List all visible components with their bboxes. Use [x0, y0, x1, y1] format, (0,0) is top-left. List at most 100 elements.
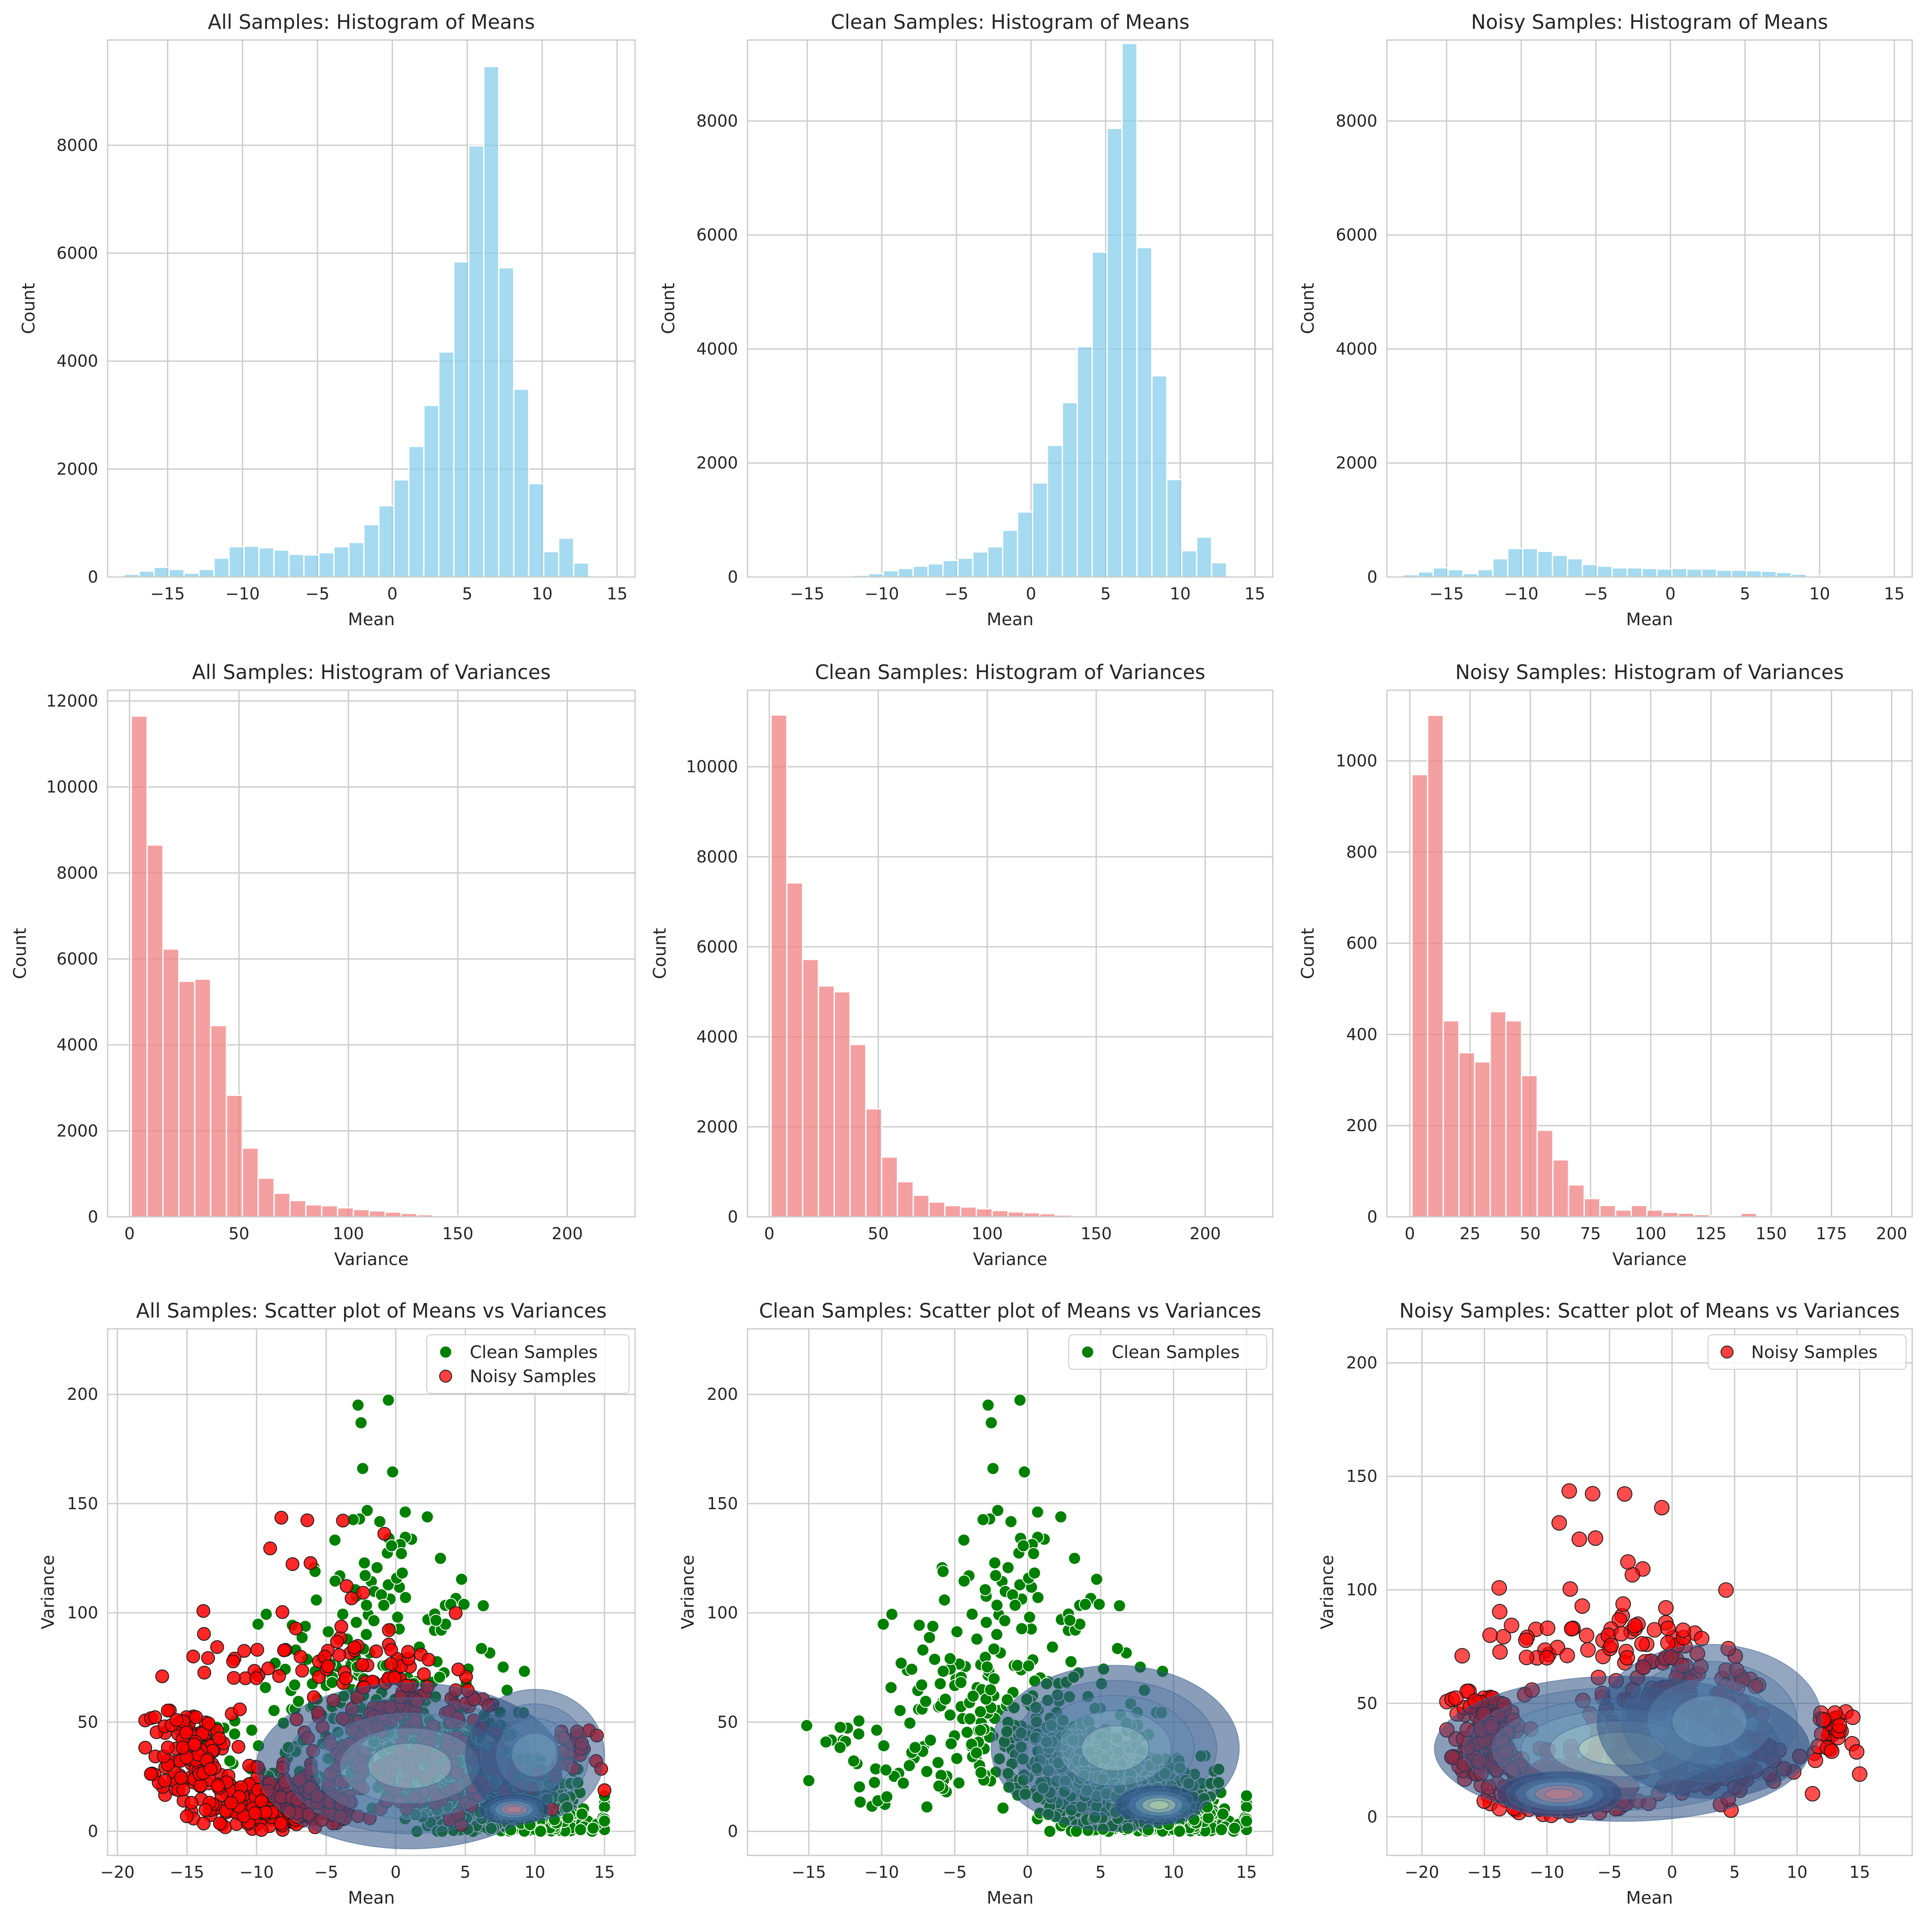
- noisy-point: [197, 1666, 211, 1680]
- x-tick-label: −5: [305, 584, 329, 603]
- y-tick-label: 4000: [696, 1027, 738, 1046]
- histogram-bar: [1646, 1209, 1663, 1217]
- histogram-bar: [833, 991, 851, 1217]
- x-tick-label: 5: [462, 584, 472, 603]
- y-tick-label: 10000: [46, 778, 98, 797]
- noisy-point: [1603, 1638, 1619, 1653]
- axes-frame: [747, 39, 1274, 578]
- histogram-bar: [1552, 1159, 1569, 1217]
- histogram-bar: [303, 554, 320, 577]
- x-tick-label: 5: [460, 1863, 471, 1882]
- noisy-point: [272, 1669, 286, 1683]
- noisy-point: [189, 1710, 203, 1724]
- clean-point: [958, 1574, 971, 1588]
- x-tick-label: 0: [391, 1863, 401, 1882]
- clean-point: [575, 1807, 589, 1821]
- noisy-point: [213, 1816, 227, 1830]
- clean-point: [924, 1734, 937, 1747]
- clean-point: [288, 1678, 301, 1692]
- noisy-point: [1448, 1690, 1464, 1706]
- noisy-point: [1615, 1596, 1631, 1612]
- axes-frame: [747, 689, 1274, 1218]
- kde-level: [1672, 1695, 1748, 1748]
- clean-point: [1240, 1789, 1253, 1802]
- y-axis-label: Variance: [38, 1555, 58, 1629]
- y-tick-label: 4000: [56, 352, 98, 371]
- clean-point: [1068, 1552, 1081, 1565]
- y-tick-label: 0: [88, 568, 98, 586]
- histogram-bar: [1641, 568, 1658, 577]
- clean-point: [937, 1565, 950, 1578]
- noisy-point: [384, 1657, 398, 1671]
- x-tick-label: 75: [1580, 1224, 1601, 1243]
- clean-point: [1008, 1599, 1022, 1612]
- axes-frame: [1386, 689, 1913, 1218]
- histogram-bar: [1568, 1184, 1585, 1217]
- clean-point: [475, 1642, 488, 1655]
- histogram-bar: [1537, 550, 1554, 577]
- clean-point: [957, 1533, 971, 1547]
- y-axis-label: Count: [1298, 283, 1318, 334]
- histogram-bar: [957, 557, 974, 577]
- x-tick-label: 15: [1244, 584, 1265, 603]
- clean-point: [926, 1620, 940, 1633]
- y-tick-label: 2000: [56, 459, 98, 478]
- y-tick-label: 8000: [56, 136, 98, 155]
- clean-point: [902, 1759, 916, 1772]
- noisy-point: [321, 1659, 335, 1673]
- histogram-bar: [288, 553, 305, 577]
- y-tick-label: 150: [67, 1494, 98, 1513]
- x-axis-label: Variance: [973, 1250, 1048, 1269]
- histogram-bar: [1536, 1129, 1554, 1217]
- clean-point: [356, 1462, 369, 1475]
- x-tick-label: 150: [1081, 1224, 1112, 1243]
- histogram-bar: [1566, 558, 1583, 577]
- histogram-bar: [528, 483, 545, 577]
- clean-point: [996, 1802, 1010, 1815]
- histogram-bar: [1761, 571, 1777, 577]
- histogram-bar: [1507, 548, 1523, 577]
- noisy-point: [1551, 1515, 1567, 1531]
- clean-point: [954, 1676, 968, 1689]
- x-tick-label: 0: [124, 1224, 135, 1243]
- x-tick-label: −10: [1504, 584, 1538, 603]
- clean-point: [943, 1652, 957, 1665]
- histogram-bar: [1136, 247, 1153, 577]
- clean-point: [1022, 1659, 1035, 1672]
- legend-entry: Clean Samples: [470, 1343, 598, 1362]
- histogram-bar: [1489, 1011, 1507, 1217]
- x-tick-label: 15: [1849, 1863, 1870, 1882]
- y-tick-label: 0: [728, 568, 738, 586]
- noisy-point: [155, 1669, 169, 1684]
- noisy-point: [336, 1514, 350, 1528]
- y-axis-label: Count: [659, 283, 679, 334]
- histogram-bar: [1492, 558, 1509, 577]
- noisy-point: [369, 1644, 383, 1659]
- clean-point: [928, 1653, 941, 1666]
- y-tick-label: 6000: [56, 949, 98, 968]
- x-tick-label: 10: [1809, 584, 1830, 603]
- axes-frame: [107, 39, 636, 578]
- clean-point: [1023, 1610, 1036, 1624]
- clean-point: [877, 1739, 890, 1752]
- clean-point: [916, 1643, 930, 1656]
- plot-area: [123, 65, 589, 577]
- noisy-point: [294, 1650, 308, 1664]
- histogram-bar: [987, 546, 1004, 577]
- x-tick-label: −15: [1467, 1863, 1501, 1882]
- x-tick-label: 100: [333, 1224, 364, 1243]
- noisy-point: [203, 1762, 217, 1776]
- y-tick-label: 4000: [56, 1036, 98, 1055]
- clean-point: [1216, 1807, 1230, 1821]
- x-tick-label: 0: [387, 584, 397, 603]
- histogram-bar: [363, 524, 380, 577]
- histogram-bar: [573, 562, 589, 577]
- histogram-bar: [257, 1177, 275, 1217]
- clean-point: [1228, 1821, 1241, 1835]
- histogram-bar: [1477, 569, 1494, 577]
- histogram-bar: [146, 844, 164, 1217]
- noisy-point: [176, 1740, 190, 1755]
- histogram-bar: [1731, 569, 1747, 577]
